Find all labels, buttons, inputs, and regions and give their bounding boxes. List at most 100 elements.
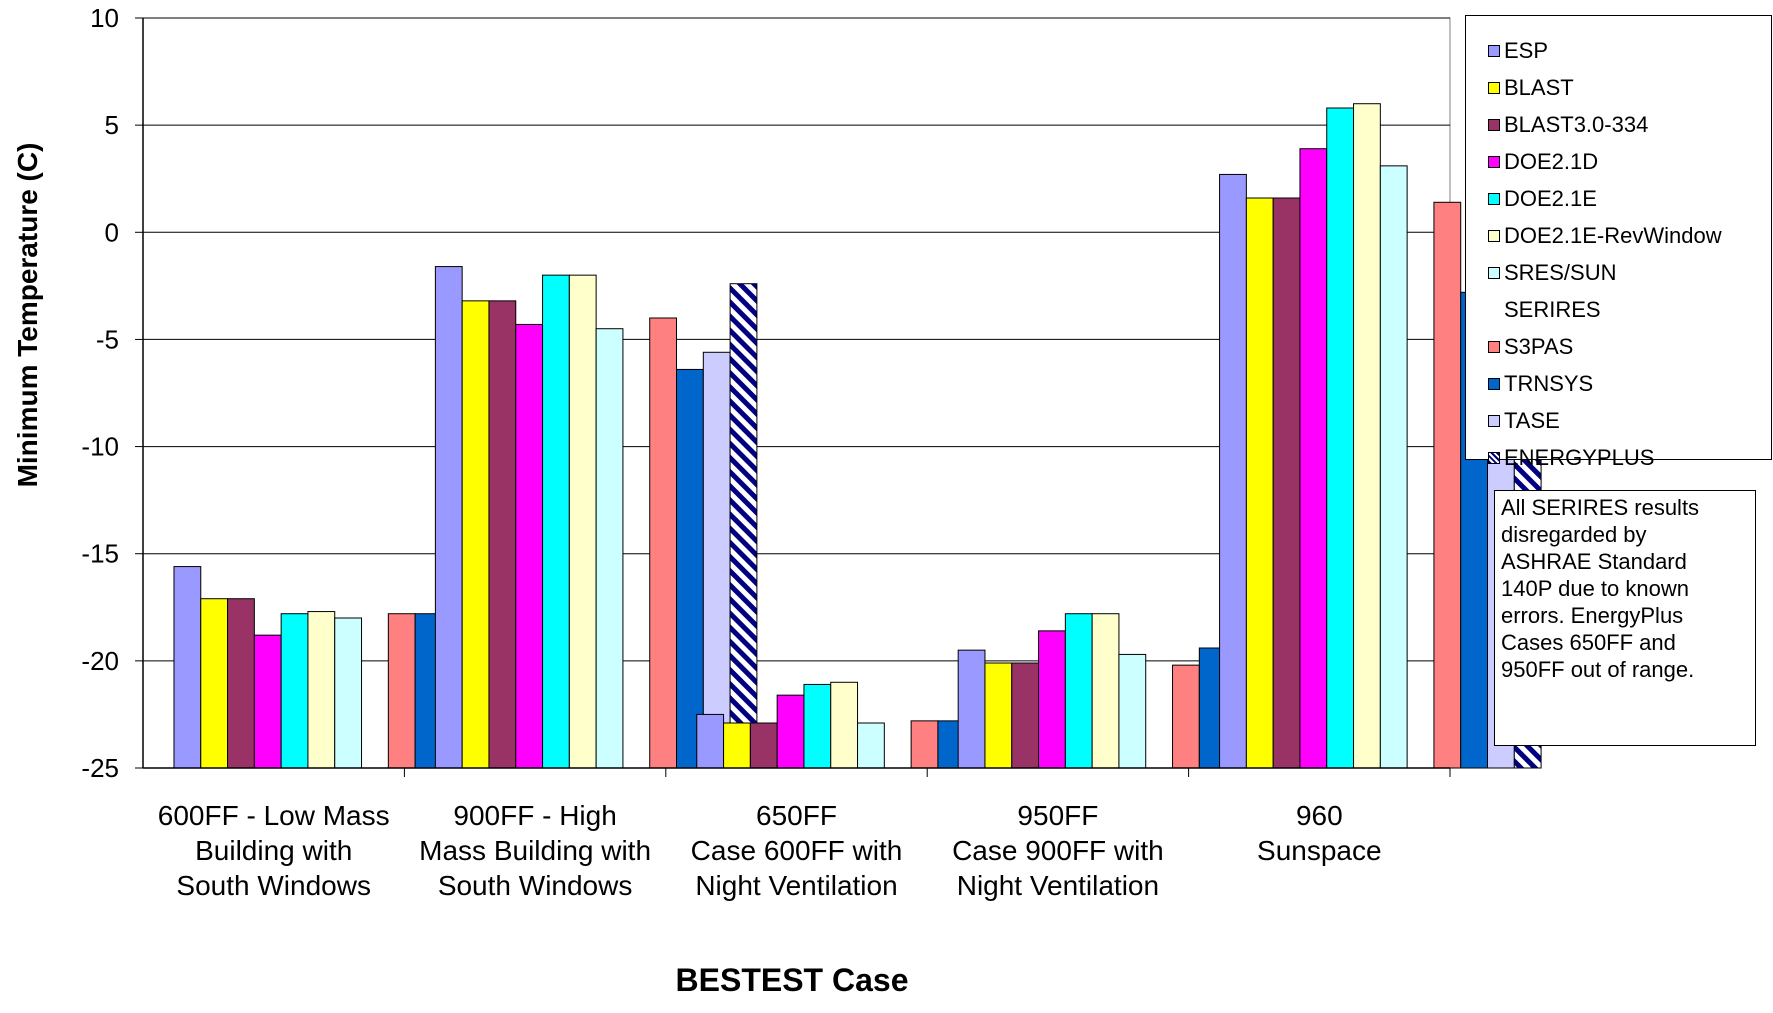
legend-swatch <box>1488 378 1500 390</box>
y-axis-label: Minimum Temperature (C) <box>12 143 43 488</box>
bar-esp <box>957 649 986 769</box>
bar-doe2-1e <box>542 274 570 769</box>
y-tick-label: 0 <box>105 217 119 247</box>
bar-doe2-1e-revwindow <box>307 611 336 769</box>
legend-label: SERIRES <box>1504 297 1601 322</box>
bar-sres-sun <box>857 722 885 769</box>
legend-item: S3PAS <box>1488 332 1573 362</box>
bar-esp <box>696 713 725 769</box>
y-tick-label: 5 <box>105 110 119 140</box>
legend-swatch <box>1488 267 1500 279</box>
bar-doe2-1e-revwindow <box>1353 103 1381 769</box>
legend-swatch <box>1488 82 1500 94</box>
tick-labels: 10 5 0 -5 -10 -15 -20 -25 <box>81 3 119 783</box>
bar-doe2-1d <box>253 634 282 769</box>
legend-item: DOE2.1E <box>1488 184 1597 214</box>
x-category-label: 900FF - High Mass Building with South Wind… <box>419 800 651 901</box>
category-labels: 600FF - Low Mass Building with South Windo… <box>158 800 1382 901</box>
bar-trnsys <box>676 368 704 769</box>
y-tick-label: -15 <box>81 539 119 569</box>
legend-swatch <box>1488 230 1500 242</box>
annotation-note: All SERIRES results disregarded by ASHRA… <box>1494 490 1756 746</box>
legend-label: DOE2.1E <box>1504 186 1597 211</box>
bar-s3pas <box>1172 664 1200 769</box>
x-category-label: 960 Sunspace <box>1257 800 1382 866</box>
bar-doe2-1d <box>1299 148 1328 769</box>
bar-doe2-1e-revwindow <box>1091 613 1120 769</box>
x-category-label: 600FF - Low Mass Building with South Windo… <box>158 800 390 901</box>
bar-sres-sun <box>334 617 363 769</box>
bar-doe2-1e <box>1326 107 1355 769</box>
legend-item: BLAST3.0-334 <box>1488 110 1648 140</box>
bar-esp <box>1219 173 1247 769</box>
y-tick-label: -25 <box>81 753 119 783</box>
bar-blast3-0-334 <box>488 300 517 769</box>
legend-label: TASE <box>1504 408 1560 433</box>
bar-doe2-1d <box>1038 630 1066 769</box>
axes <box>135 17 1451 777</box>
bar-blast <box>1245 197 1274 769</box>
legend-label: DOE2.1E-RevWindow <box>1504 223 1722 248</box>
bar-sres-sun <box>1118 653 1147 769</box>
x-axis-label: BESTEST Case <box>676 962 909 998</box>
bar-blast <box>200 598 229 769</box>
legend: ESP BLAST BLAST3.0-334 DOE2.1D DOE2.1E DOE2.1… <box>1465 15 1772 470</box>
bar-s3pas <box>387 613 416 769</box>
bar-doe2-1e <box>280 613 309 769</box>
bar-blast <box>461 300 490 769</box>
bar-doe2-1d <box>515 323 544 769</box>
legend-swatch <box>1488 119 1500 131</box>
bar-s3pas <box>1433 201 1462 769</box>
bar-sres-sun <box>1379 165 1408 769</box>
x-category-label: 950FF Case 900FF with Night Ventilation <box>952 800 1164 901</box>
bar-esp <box>173 566 202 769</box>
bar-sres-sun <box>595 328 624 769</box>
bar-energyplus <box>729 283 758 769</box>
legend-swatch <box>1488 415 1500 427</box>
legend-swatch <box>1488 45 1500 57</box>
bar-blast <box>723 722 751 769</box>
bar-s3pas <box>649 317 678 769</box>
legend-item: TRNSYS <box>1488 369 1593 399</box>
bar-doe2-1e-revwindow <box>830 681 859 769</box>
bar-s3pas <box>910 720 939 769</box>
bar-doe2-1e-revwindow <box>568 274 597 769</box>
y-tick-label: -5 <box>96 324 119 354</box>
bar-blast <box>984 662 1013 769</box>
legend-item: TASE <box>1488 406 1560 436</box>
y-tick-label: 10 <box>90 3 119 33</box>
bar-blast3-0-334 <box>227 598 255 769</box>
y-tick-label: -20 <box>81 646 119 676</box>
legend-label: BLAST <box>1504 75 1574 100</box>
legend-item: DOE2.1D <box>1488 147 1598 177</box>
legend-swatch <box>1488 452 1500 464</box>
legend-label: BLAST3.0-334 <box>1504 112 1649 137</box>
legend-swatch <box>1488 193 1500 205</box>
legend-swatch <box>1488 341 1500 353</box>
bar-blast3-0-334 <box>749 722 778 769</box>
legend-item: ENERGYPLUS <box>1488 443 1654 473</box>
bar-esp <box>434 266 463 769</box>
bar-blast3-0-334 <box>1272 197 1301 769</box>
legend-item: SRES/SUN <box>1488 258 1616 288</box>
legend-label: SRES/SUN <box>1504 260 1617 285</box>
bar-doe2-1e <box>1064 613 1093 769</box>
legend-label: DOE2.1D <box>1504 149 1599 174</box>
x-category-label: 650FF Case 600FF with Night Ventilation <box>691 800 903 901</box>
legend-label: ESP <box>1504 38 1549 63</box>
bar-tase <box>702 351 731 769</box>
legend-swatch <box>1488 156 1500 168</box>
legend-label: ENERGYPLUS <box>1504 445 1655 470</box>
legend-item: ESP <box>1488 36 1548 66</box>
bar-doe2-1e <box>803 683 832 769</box>
legend-label: TRNSYS <box>1504 371 1594 396</box>
bars <box>173 103 1542 769</box>
legend-label: S3PAS <box>1504 334 1574 359</box>
bar-blast3-0-334 <box>1011 662 1040 769</box>
y-tick-label: -10 <box>81 432 119 462</box>
legend-item: DOE2.1E-RevWindow <box>1488 221 1722 251</box>
legend-item: BLAST <box>1488 73 1574 103</box>
bar-doe2-1d <box>776 694 805 769</box>
